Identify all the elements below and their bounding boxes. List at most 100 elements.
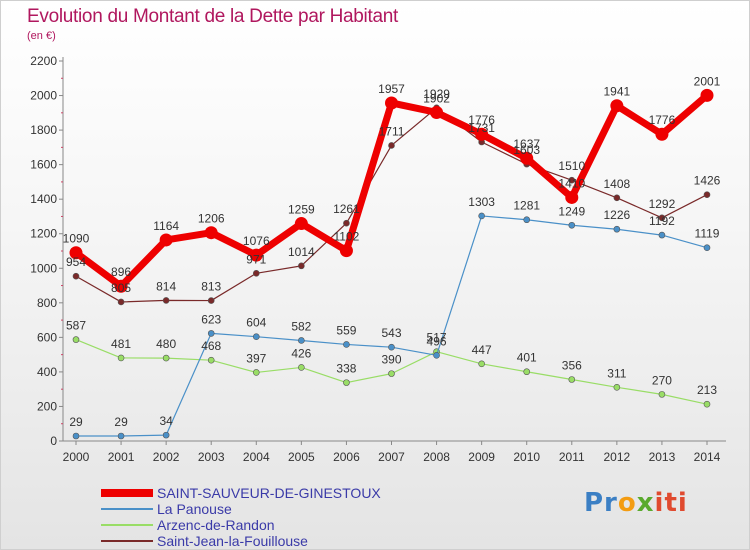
data-point-la-panouse	[568, 221, 576, 229]
y-tick-label: 800	[37, 296, 57, 310]
legend-label-la-panouse: La Panouse	[157, 501, 232, 517]
legend-label-saint-sauveur: SAINT-SAUVEUR-DE-GINESTOUX	[157, 485, 381, 501]
proxiti-logo: Proxiti	[584, 488, 688, 518]
data-point-saint-jean	[298, 262, 305, 270]
y-tick-label: 2200	[30, 54, 57, 68]
data-point-saint-jean	[658, 214, 666, 222]
chart-unit-label: (en €)	[27, 30, 56, 42]
y-tick-label: 400	[37, 365, 57, 379]
data-label-la-panouse: 582	[291, 319, 311, 333]
data-label-la-panouse: 496	[427, 334, 447, 348]
data-label-saint-jean: 814	[156, 279, 176, 293]
data-point-saint-sauveur	[249, 248, 263, 262]
data-label-saint-sauveur: 1076	[243, 234, 270, 248]
data-label-arzenc: 397	[246, 351, 266, 365]
data-label-saint-sauveur: 1776	[468, 113, 495, 127]
x-tick-label: 2003	[198, 450, 225, 464]
data-label-arzenc: 311	[607, 366, 626, 380]
data-label-saint-sauveur: 1941	[604, 85, 631, 99]
data-point-saint-jean	[252, 269, 260, 277]
x-tick-label: 2006	[333, 450, 360, 464]
y-tick-label: 1200	[30, 227, 57, 241]
x-tick-label: 2005	[288, 450, 315, 464]
data-label-saint-sauveur: 1957	[378, 82, 405, 96]
data-label-arzenc: 587	[66, 319, 86, 333]
y-tick-label: 1000	[30, 261, 57, 275]
logo-part-2: o	[617, 488, 637, 518]
data-point-la-panouse	[523, 216, 531, 224]
data-label-saint-jean: 1408	[604, 177, 631, 191]
data-label-la-panouse: 29	[114, 415, 128, 429]
data-point-saint-jean	[72, 272, 80, 280]
data-point-arzenc	[298, 364, 305, 371]
data-label-la-panouse: 559	[336, 323, 356, 337]
data-point-saint-sauveur	[565, 190, 579, 204]
data-point-la-panouse	[72, 432, 80, 440]
data-label-la-panouse: 1119	[695, 227, 720, 241]
data-point-saint-sauveur	[159, 233, 173, 247]
data-label-la-panouse: 604	[246, 316, 266, 330]
x-tick-label: 2000	[63, 450, 90, 464]
data-point-saint-sauveur	[204, 226, 218, 240]
x-tick-label: 2013	[649, 450, 676, 464]
data-point-saint-jean	[703, 191, 711, 198]
data-point-arzenc	[343, 379, 350, 386]
x-tick-label: 2009	[468, 450, 495, 464]
data-label-arzenc: 426	[291, 346, 311, 360]
data-point-la-panouse	[343, 341, 350, 348]
data-label-saint-sauveur: 1090	[63, 232, 90, 246]
x-tick-label: 2012	[604, 450, 631, 464]
data-point-saint-sauveur	[475, 127, 489, 141]
data-point-arzenc	[207, 356, 215, 364]
data-label-saint-jean: 1603	[513, 143, 540, 157]
data-point-la-panouse	[207, 330, 215, 337]
data-label-saint-jean: 813	[201, 280, 221, 294]
data-point-saint-sauveur	[69, 246, 83, 260]
data-point-saint-jean	[568, 176, 576, 184]
x-tick-label: 2002	[153, 450, 180, 464]
data-label-la-panouse: 543	[381, 326, 401, 340]
data-label-saint-sauveur: 1102	[334, 230, 360, 244]
data-label-saint-sauveur: 1206	[198, 212, 225, 226]
logo-part-1: Pr	[584, 488, 618, 518]
data-point-arzenc	[568, 376, 576, 383]
data-label-arzenc: 401	[517, 351, 537, 365]
data-label-arzenc: 481	[111, 337, 131, 351]
data-point-la-panouse	[298, 337, 305, 344]
y-tick-label: 2000	[30, 89, 57, 103]
data-label-la-panouse: 1192	[649, 214, 675, 228]
data-label-arzenc: 338	[336, 362, 356, 376]
data-point-la-panouse	[252, 333, 260, 340]
data-label-arzenc: 390	[381, 353, 401, 367]
data-point-arzenc	[478, 360, 485, 368]
y-tick-label: 0	[50, 434, 57, 448]
data-point-saint-jean	[388, 142, 395, 149]
data-point-saint-jean	[343, 219, 350, 227]
data-label-arzenc: 213	[697, 383, 717, 397]
logo-part-4: iti	[654, 488, 688, 518]
data-label-saint-jean: 805	[111, 281, 131, 295]
data-point-saint-sauveur	[114, 279, 128, 293]
data-label-saint-sauveur: 1259	[288, 203, 315, 217]
data-label-saint-sauveur: 1776	[649, 113, 676, 127]
x-tick-label: 2004	[243, 450, 270, 464]
data-point-arzenc	[703, 400, 711, 408]
data-label-saint-jean: 1261	[333, 202, 360, 216]
data-point-saint-sauveur	[520, 151, 534, 165]
data-point-saint-sauveur	[294, 217, 308, 231]
data-label-saint-sauveur: 1164	[153, 219, 179, 233]
data-label-la-panouse: 34	[159, 414, 173, 428]
x-tick-label: 2011	[559, 450, 585, 464]
data-point-la-panouse	[388, 343, 395, 351]
data-label-saint-sauveur: 1637	[513, 137, 540, 151]
data-label-arzenc: 468	[201, 339, 221, 353]
data-label-saint-jean: 1292	[649, 197, 676, 211]
data-point-saint-jean	[613, 194, 621, 202]
data-point-arzenc	[72, 336, 80, 343]
legend-swatch-arzenc	[101, 524, 153, 526]
y-tick-label: 1400	[30, 192, 57, 206]
data-point-la-panouse	[117, 432, 125, 440]
data-label-arzenc: 480	[156, 337, 176, 351]
y-tick-label: 1600	[30, 158, 57, 172]
y-tick-label: 200	[37, 399, 57, 413]
